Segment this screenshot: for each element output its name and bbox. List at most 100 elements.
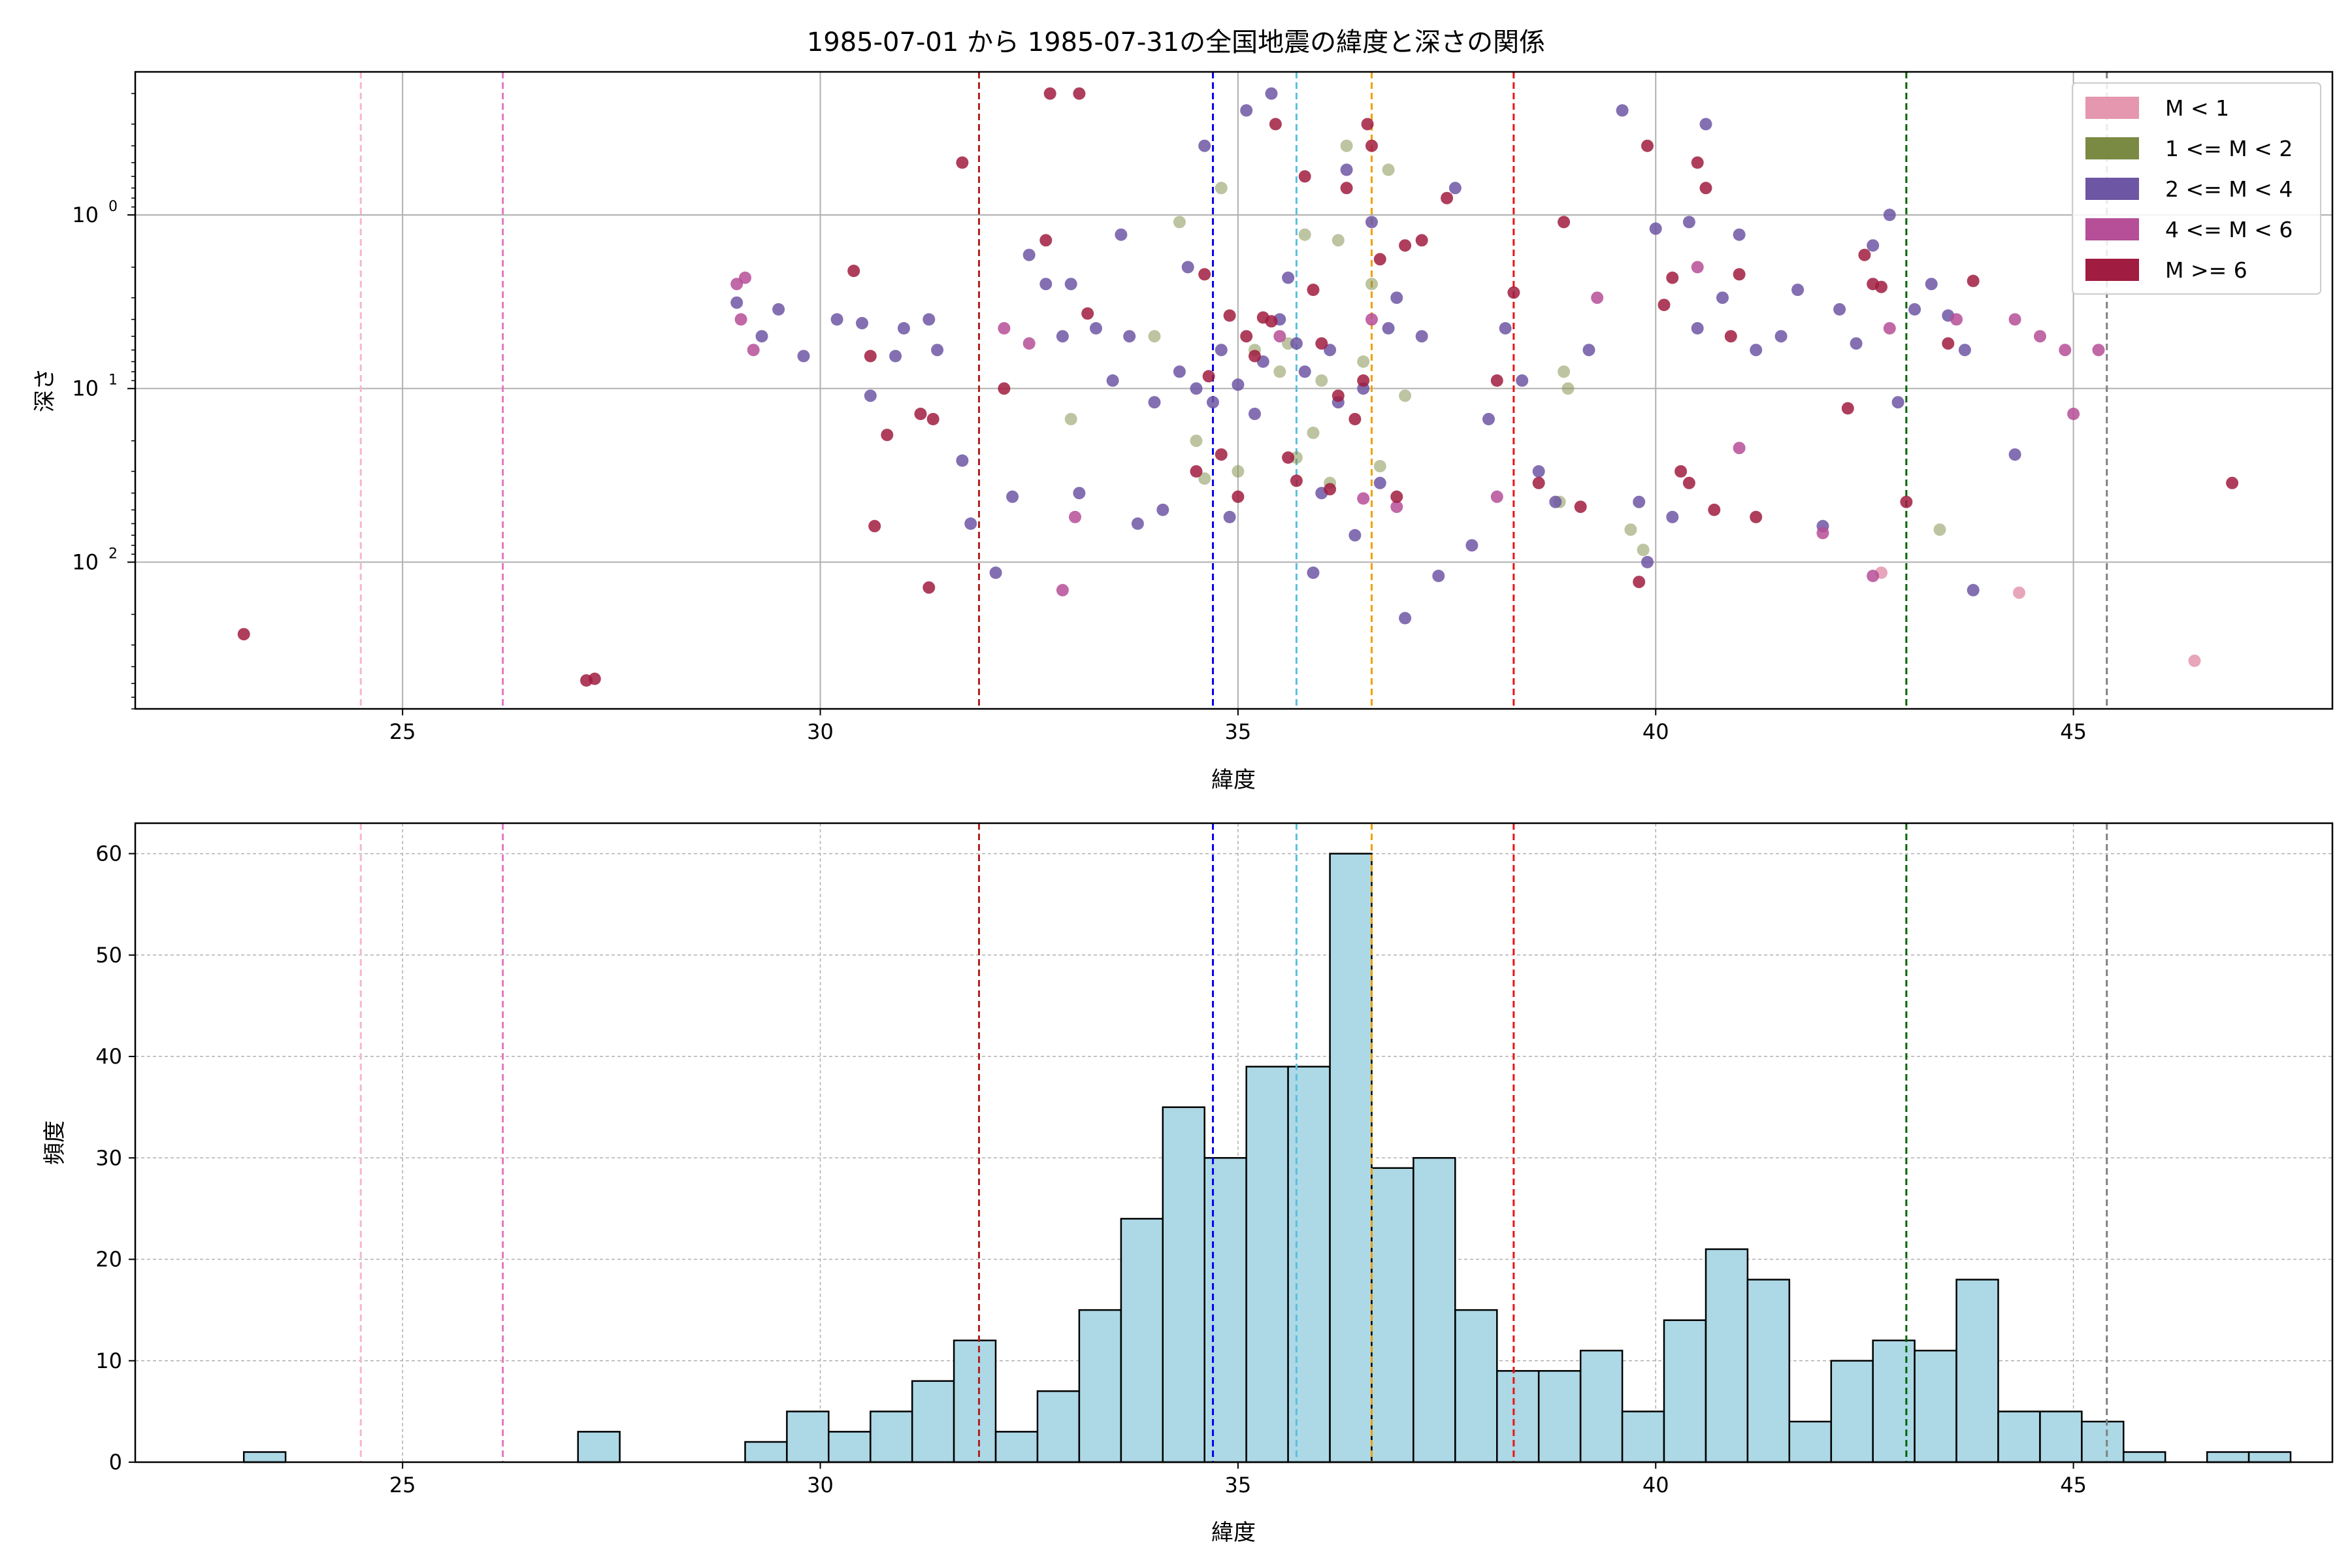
scatter-point [1633, 576, 1646, 589]
scatter-point [1708, 503, 1721, 516]
scatter-point [1750, 344, 1763, 357]
histogram-bar [2123, 1451, 2166, 1463]
scatter-x-tick-label: 45 [2060, 719, 2087, 744]
scatter-y-axis-label: 深さ [32, 368, 58, 412]
scatter-point [1064, 278, 1077, 291]
scatter-point [856, 317, 868, 330]
scatter-point [1724, 330, 1737, 343]
histogram-x-tick-label: 40 [1642, 1473, 1669, 1497]
scatter-point [1056, 583, 1069, 596]
scatter-point [1549, 495, 1562, 508]
histogram-y-tick-label: 30 [95, 1145, 122, 1170]
scatter-point [956, 156, 969, 169]
histogram-bar [1621, 1411, 1665, 1463]
histogram-x-ticks: 25 30 35 40 45 [389, 1462, 2087, 1497]
scatter-point [1039, 234, 1053, 247]
histogram-x-tick-label: 25 [389, 1473, 416, 1497]
scatter-point [1249, 408, 1261, 420]
scatter-point [1265, 315, 1278, 328]
scatter-point [1774, 330, 1788, 343]
histogram-x-tick-label: 30 [807, 1473, 834, 1497]
scatter-point [1733, 442, 1746, 455]
scatter-point [739, 271, 751, 284]
scatter-point [998, 382, 1011, 395]
scatter-point [1039, 278, 1053, 291]
histogram-bar [1454, 1309, 1498, 1463]
scatter-x-ticks: 25 30 35 40 45 [389, 709, 2087, 744]
histogram-bar [2247, 1451, 2292, 1463]
scatter-point [1750, 510, 1763, 523]
scatter-point [1883, 322, 1896, 335]
scatter-point [1081, 307, 1094, 320]
scatter-point [1223, 309, 1236, 322]
histogram-bar [994, 1431, 1039, 1463]
scatter-x-tick-label: 35 [1225, 719, 1252, 744]
scatter-point [1867, 239, 1880, 252]
histogram-plot-frame [134, 822, 2334, 1463]
scatter-point [1415, 330, 1428, 343]
histogram-bar [911, 1380, 955, 1463]
scatter-point [1348, 529, 1362, 542]
scatter-point [1090, 322, 1102, 335]
scatter-point [1249, 350, 1261, 363]
scatter-point [1056, 330, 1069, 343]
histogram-bar [1329, 853, 1373, 1463]
scatter-point [1499, 322, 1512, 335]
scatter-point [1131, 517, 1144, 530]
scatter-point [931, 344, 944, 357]
scatter-point [1307, 427, 1320, 439]
scatter-point [1315, 337, 1328, 350]
scatter-point [1148, 330, 1161, 343]
scatter-point [1373, 476, 1386, 489]
scatter-point [1215, 344, 1228, 357]
scatter-points [237, 87, 2239, 687]
scatter-point [1290, 337, 1303, 350]
scatter-grid [135, 72, 2332, 709]
scatter-point [1273, 330, 1286, 343]
scatter-point [1340, 163, 1353, 176]
scatter-point [1432, 570, 1445, 582]
histogram-bar [2081, 1420, 2125, 1463]
scatter-point [1858, 248, 1871, 261]
scatter-point [897, 322, 910, 335]
scatter-point [881, 429, 894, 442]
scatter-point [889, 350, 902, 363]
scatter-y-tick-label: 10 [72, 203, 99, 227]
histogram-x-axis-label: 緯度 [1211, 1520, 1256, 1546]
scatter-y-tick-exponent: 2 [108, 546, 118, 562]
scatter-point [1558, 216, 1571, 229]
scatter-point [1908, 303, 1921, 316]
scatter-point [1666, 271, 1679, 284]
scatter-point [1198, 472, 1211, 485]
scatter-point [1833, 303, 1846, 316]
scatter-point [1390, 291, 1403, 304]
histogram-bar [1914, 1349, 1957, 1463]
scatter-point [1507, 286, 1520, 299]
scatter-point [989, 566, 1002, 580]
scatter-point [1933, 523, 1946, 536]
scatter-point [1582, 344, 1595, 357]
histogram-bar [870, 1411, 913, 1463]
histogram-x-tick-label: 35 [1225, 1473, 1252, 1497]
scatter-point [1340, 139, 1353, 152]
histogram-bar [1830, 1360, 1874, 1463]
scatter-point [998, 322, 1011, 335]
scatter-y-tick-exponent: 1 [108, 372, 118, 389]
scatter-point [2008, 448, 2021, 461]
scatter-point [1850, 337, 1863, 350]
scatter-point [1202, 370, 1215, 383]
histogram-bar [1955, 1279, 1999, 1463]
histogram-bar [1287, 1066, 1331, 1463]
scatter-point [1448, 182, 1462, 195]
scatter-point [1006, 490, 1019, 503]
scatter-point [1298, 170, 1311, 183]
histogram-bar [1997, 1411, 2041, 1463]
scatter-point [1207, 396, 1219, 409]
scatter-point [1900, 495, 1913, 508]
scatter-point [1365, 139, 1378, 152]
scatter-point [1022, 337, 1036, 350]
scatter-point [1816, 527, 1829, 540]
scatter-point [1875, 280, 1887, 293]
scatter-point [926, 413, 939, 425]
scatter-point [1674, 465, 1688, 478]
